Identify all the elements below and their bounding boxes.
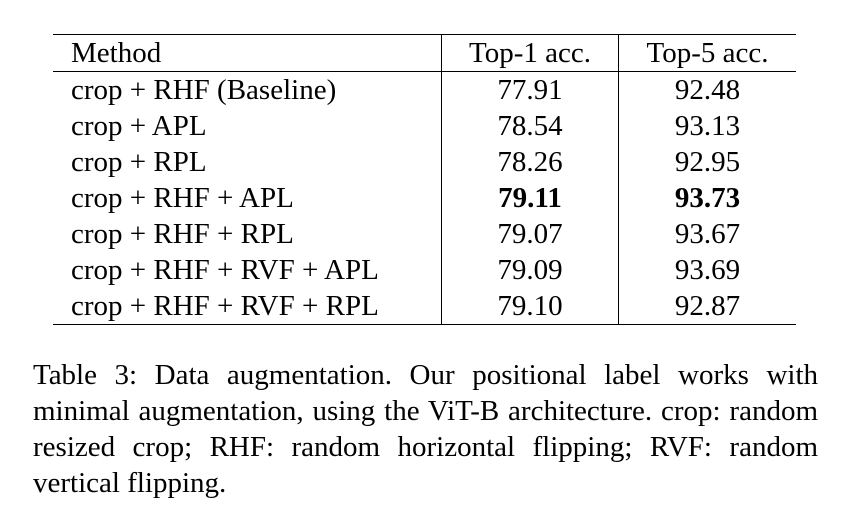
cell-top1: 78.54 [441,108,619,144]
table-row: crop + RHF (Baseline) 77.91 92.48 [53,71,796,108]
column-header-method: Method [53,34,442,72]
cell-method: crop + RHF (Baseline) [53,71,442,108]
cell-top1: 79.09 [441,252,619,288]
table-row: crop + RHF + RVF + APL 79.09 93.69 [53,252,796,288]
cell-method: crop + RPL [53,144,442,180]
cell-top1: 79.11 [441,180,619,216]
cell-top1: 77.91 [441,71,619,108]
cell-method: crop + RHF + RVF + APL [53,252,442,288]
cell-method: crop + RHF + RVF + RPL [53,288,442,325]
cell-top5: 92.48 [674,74,741,106]
cell-top5: 93.67 [674,218,741,250]
cell-top5: 93.69 [674,254,741,286]
table-row: crop + RHF + APL 79.11 93.73 [53,180,796,216]
cell-method: crop + RHF + APL [53,180,442,216]
cell-top5: 92.87 [618,288,796,325]
column-header-top1: Top-1 acc. [441,34,619,72]
cell-top5: 93.73 [674,182,741,214]
table-header-row: Method Top-1 acc. Top-5 acc. [53,34,796,72]
table-row: crop + RPL 78.26 92.95 [53,144,796,180]
table-body: crop + RHF (Baseline) 77.91 92.48 crop + AP… [53,71,796,325]
results-table: Method Top-1 acc. Top-5 acc. crop + RHF … [53,34,796,325]
cell-method: crop + APL [53,108,442,144]
table-row: crop + RHF + RPL 79.07 93.67 [53,216,796,252]
column-header-top5: Top-5 acc. [618,34,796,72]
cell-top1: 79.10 [441,288,619,325]
table-caption: Table 3: Data augmentation. Our position… [33,359,818,499]
cell-top5: 93.13 [674,110,741,142]
cell-top1: 78.26 [441,144,619,180]
cell-top5: 92.95 [674,146,741,178]
cell-method: crop + RHF + RPL [53,216,442,252]
table-row: crop + APL 78.54 93.13 [53,108,796,144]
cell-top1: 79.07 [441,216,619,252]
table-row: crop + RHF + RVF + RPL 79.10 92.87 [53,288,796,325]
